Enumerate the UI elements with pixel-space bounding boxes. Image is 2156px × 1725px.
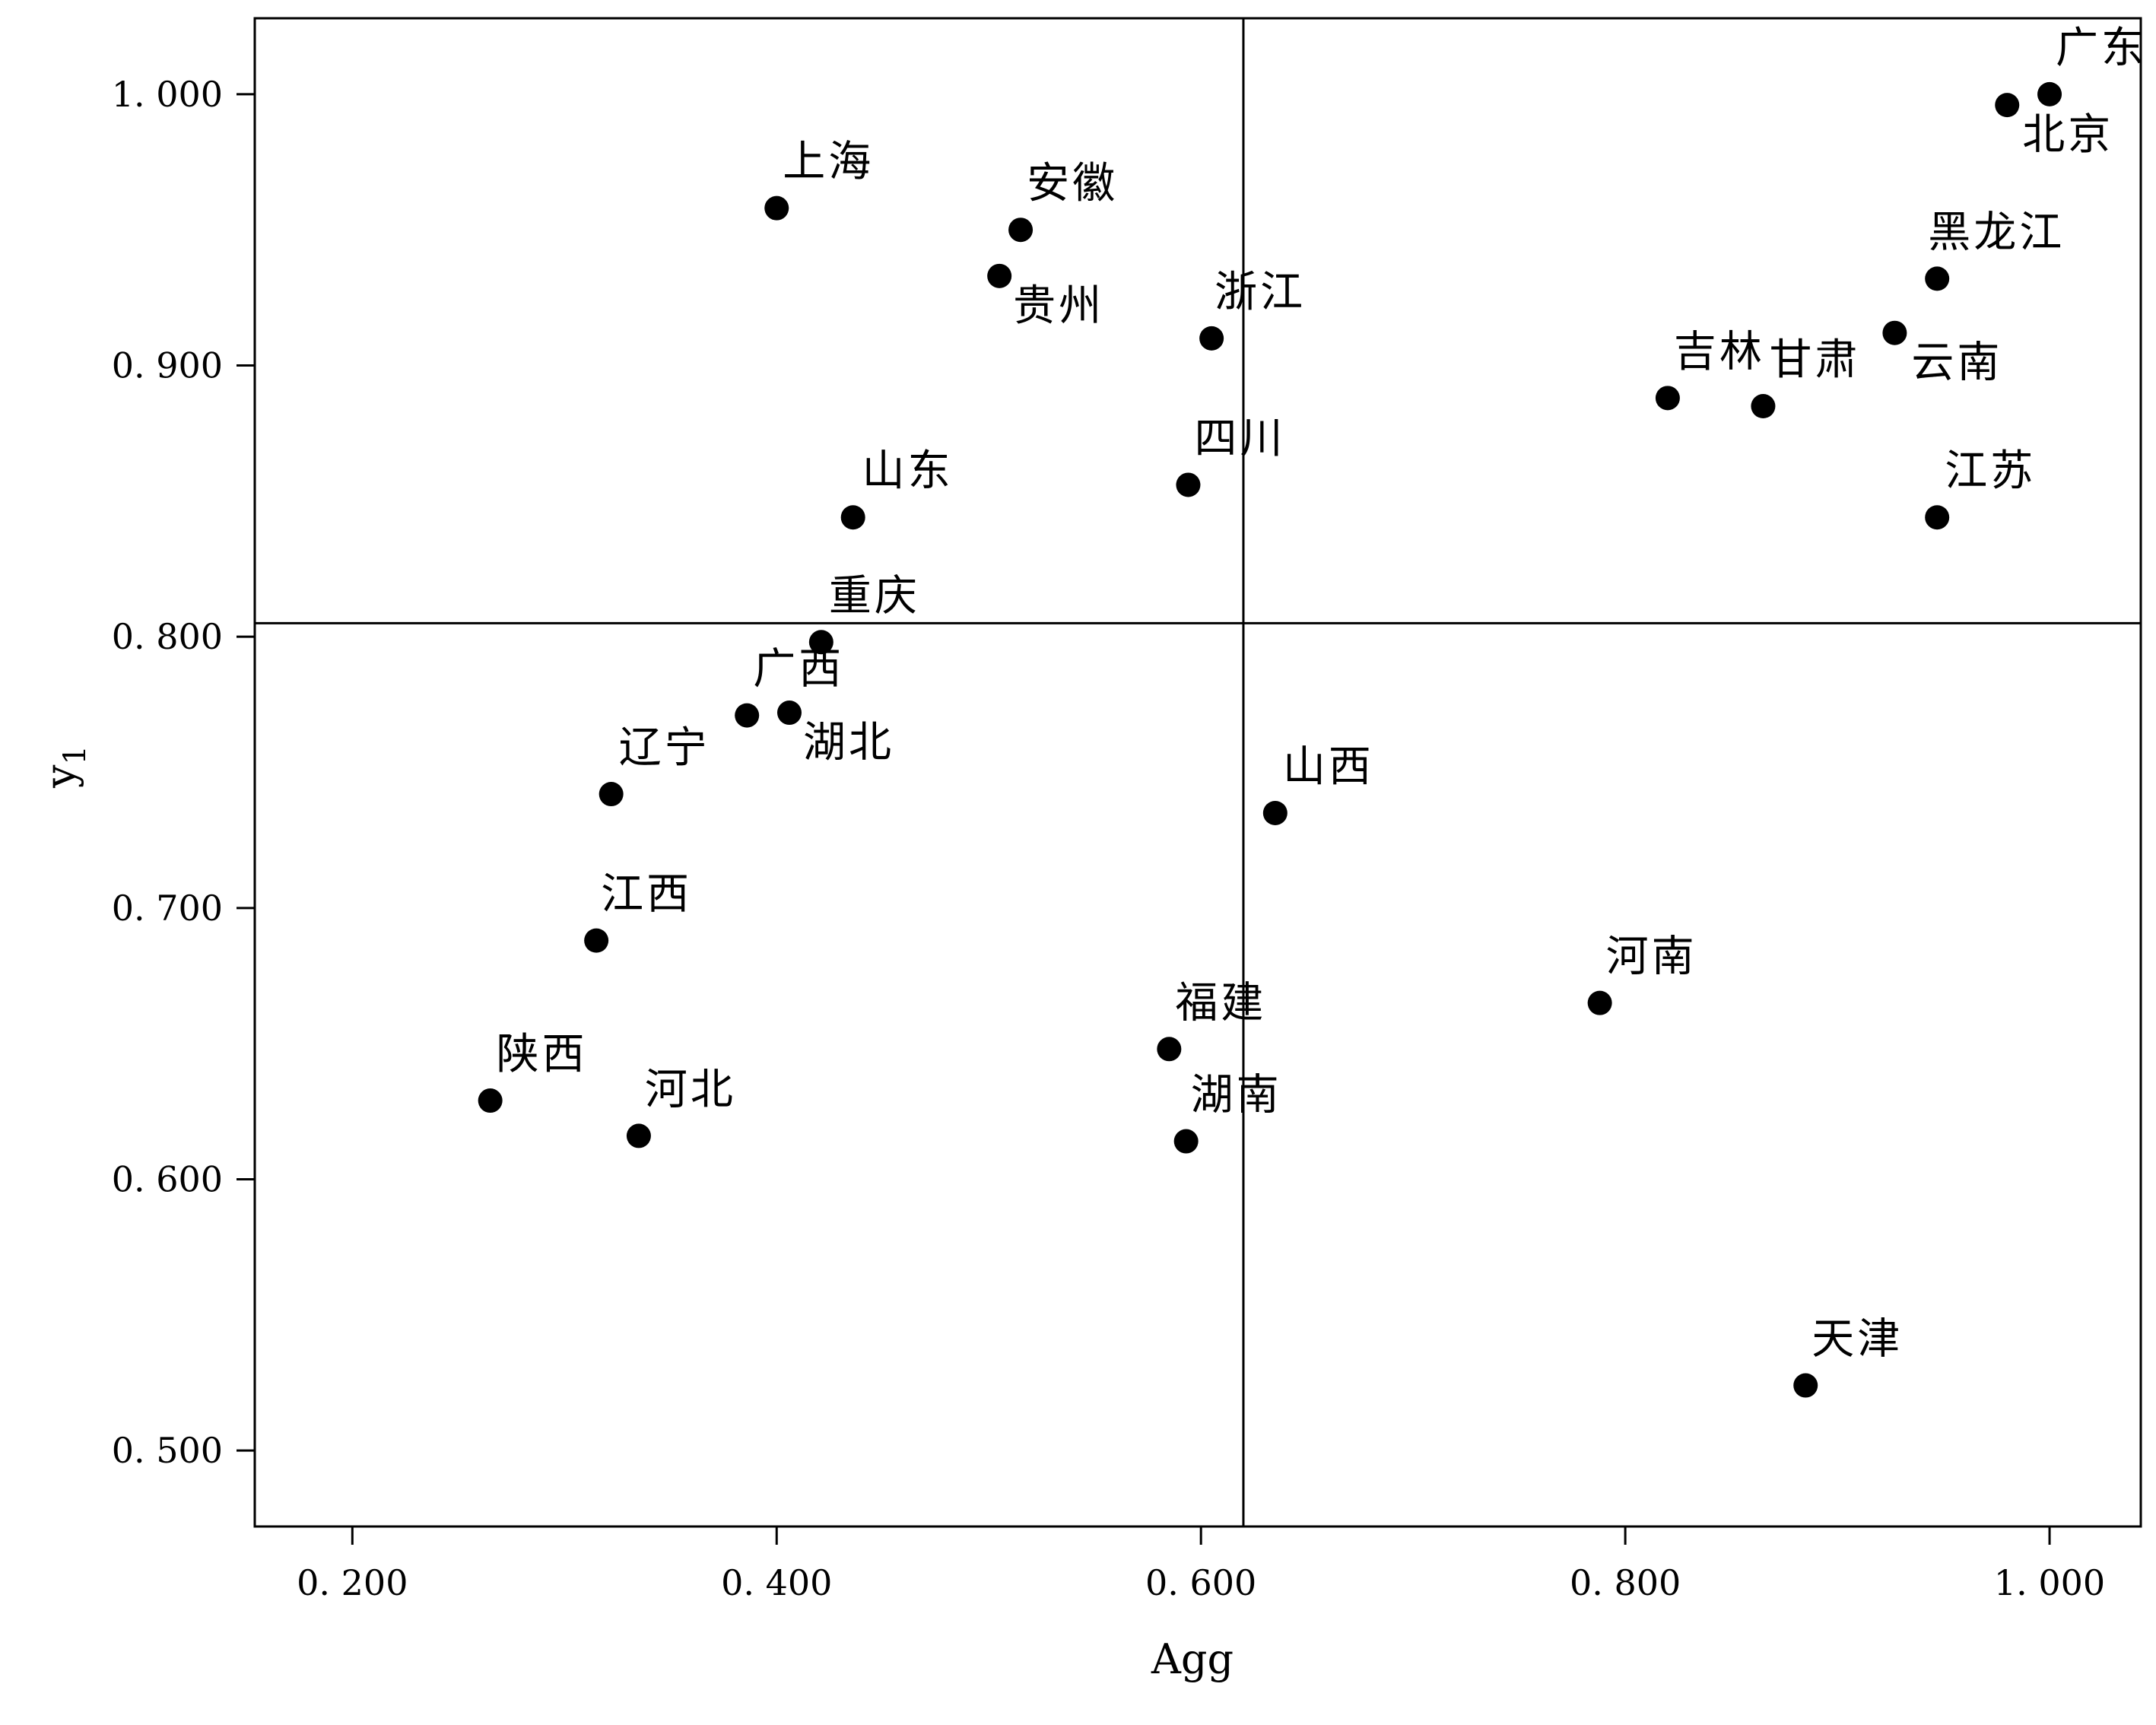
point-label: 天津 — [1811, 1315, 1903, 1364]
x-tick-label: 1. 000 — [1994, 1562, 2105, 1603]
data-point — [735, 703, 760, 728]
data-point — [2037, 81, 2062, 106]
point-label: 云南 — [1911, 338, 2002, 388]
point-label: 广东 — [2056, 24, 2147, 73]
data-point — [1587, 990, 1612, 1015]
point-label: 河南 — [1606, 932, 1697, 982]
point-label: 上海 — [783, 138, 874, 187]
data-point — [1793, 1373, 1818, 1398]
data-point — [626, 1123, 651, 1148]
x-axis-title: Agg — [1151, 1635, 1234, 1683]
y-tick-label: 0. 900 — [112, 345, 223, 386]
data-point — [1262, 800, 1288, 825]
point-label: 陕西 — [497, 1030, 588, 1079]
data-point — [764, 195, 789, 221]
data-point — [1176, 472, 1201, 497]
point-label: 吉林 — [1674, 327, 1765, 376]
data-point — [478, 1088, 503, 1113]
point-label: 安徽 — [1027, 159, 1118, 208]
data-point — [808, 630, 834, 655]
x-tick-label: 0. 800 — [1570, 1562, 1681, 1603]
y-axis: 0. 500 0. 600 0. 700 0. 800 0. 900 1. 000 — [112, 74, 255, 1471]
y-tick-label: 1. 000 — [112, 74, 223, 115]
data-point — [1751, 394, 1776, 419]
data-point — [1008, 218, 1034, 243]
point-label: 甘肃 — [1769, 335, 1860, 385]
point-label: 湖南 — [1191, 1071, 1282, 1120]
point-label: 江苏 — [1945, 446, 2036, 496]
data-point — [599, 782, 624, 807]
point-label: 山西 — [1283, 742, 1374, 792]
y-axis-title-subscript: 1 — [58, 745, 93, 764]
point-label: 湖北 — [803, 718, 894, 767]
y-axis-title-main: y — [37, 764, 84, 789]
y-axis-title: y1 — [37, 745, 93, 789]
point-label: 贵州 — [1013, 281, 1104, 331]
y-tick-label: 0. 600 — [112, 1158, 223, 1199]
data-point — [1199, 326, 1224, 351]
data-point — [1882, 320, 1907, 345]
y-tick-label: 0. 500 — [112, 1430, 223, 1471]
point-label: 福建 — [1175, 978, 1266, 1028]
data-point — [1925, 266, 1950, 291]
x-tick-label: 0. 600 — [1145, 1562, 1256, 1603]
data-point — [584, 928, 609, 953]
point-label: 广西 — [753, 645, 844, 694]
y-tick-label: 0. 700 — [112, 888, 223, 929]
data-point — [1157, 1037, 1182, 1062]
point-label: 江西 — [601, 870, 692, 920]
data-point — [776, 700, 802, 726]
x-axis: 0. 200 0. 400 0. 600 0. 800 1. 000 — [297, 1526, 2105, 1603]
point-label: 黑龙江 — [1928, 208, 2065, 257]
point-label: 河北 — [645, 1065, 736, 1114]
data-point — [1995, 93, 2020, 118]
reference-lines — [255, 18, 2141, 1526]
data-point — [1173, 1129, 1199, 1154]
plot-frame — [253, 17, 2142, 1528]
point-label: 辽宁 — [619, 723, 710, 773]
y-tick-label: 0. 800 — [112, 616, 223, 657]
point-label: 四川 — [1194, 414, 1285, 463]
point-label: 重庆 — [829, 571, 920, 621]
data-point — [1655, 386, 1680, 411]
point-label: 浙江 — [1215, 268, 1306, 317]
data-point — [987, 263, 1012, 288]
data-point — [1925, 505, 1950, 530]
point-label: 北京 — [2022, 110, 2113, 160]
data-point — [840, 505, 865, 530]
x-tick-label: 0. 400 — [721, 1562, 832, 1603]
point-label: 山东 — [862, 446, 954, 496]
x-tick-label: 0. 200 — [297, 1562, 408, 1603]
